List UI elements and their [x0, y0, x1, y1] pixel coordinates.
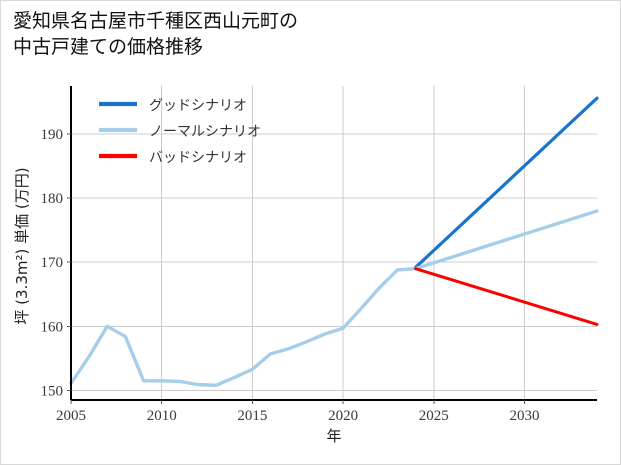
x-tick-label: 2015: [237, 408, 267, 424]
legend-label-0: グッドシナリオ: [149, 98, 247, 114]
series-line-1: [69, 209, 599, 387]
x-tick-label: 2030: [509, 408, 539, 424]
x-tick-label: 2020: [328, 408, 358, 424]
x-tick-label: 2010: [147, 408, 177, 424]
series-line-2: [414, 267, 599, 326]
y-tick-label: 160: [41, 319, 64, 335]
x-tick-label: 2025: [419, 408, 449, 424]
axis-spines: [69, 86, 597, 402]
legend-label-1: ノーマルシナリオ: [149, 124, 261, 140]
legend-label-2: バッドシナリオ: [149, 150, 247, 166]
page-title: 愛知県名古屋市千種区西山元町の 中古戸建ての価格推移: [13, 10, 299, 58]
series-line-0: [414, 96, 599, 269]
y-tick-label: 170: [41, 255, 64, 271]
gridlines-group: [70, 86, 597, 400]
x-tick-label: 2005: [56, 408, 86, 424]
series-group: [69, 96, 599, 387]
y-tick-label: 150: [41, 383, 64, 399]
x-tick-labels: 2005 2010 2015 2020 2025 2030: [56, 400, 539, 424]
y-tick-label: 180: [41, 191, 64, 207]
y-axis-title: 坪 (3.3m²) 単価 (万円): [13, 167, 31, 324]
y-tick-label: 190: [41, 127, 64, 143]
y-tick-labels: 150 160 170 180 190: [41, 127, 71, 399]
x-axis-title: 年: [326, 427, 341, 445]
